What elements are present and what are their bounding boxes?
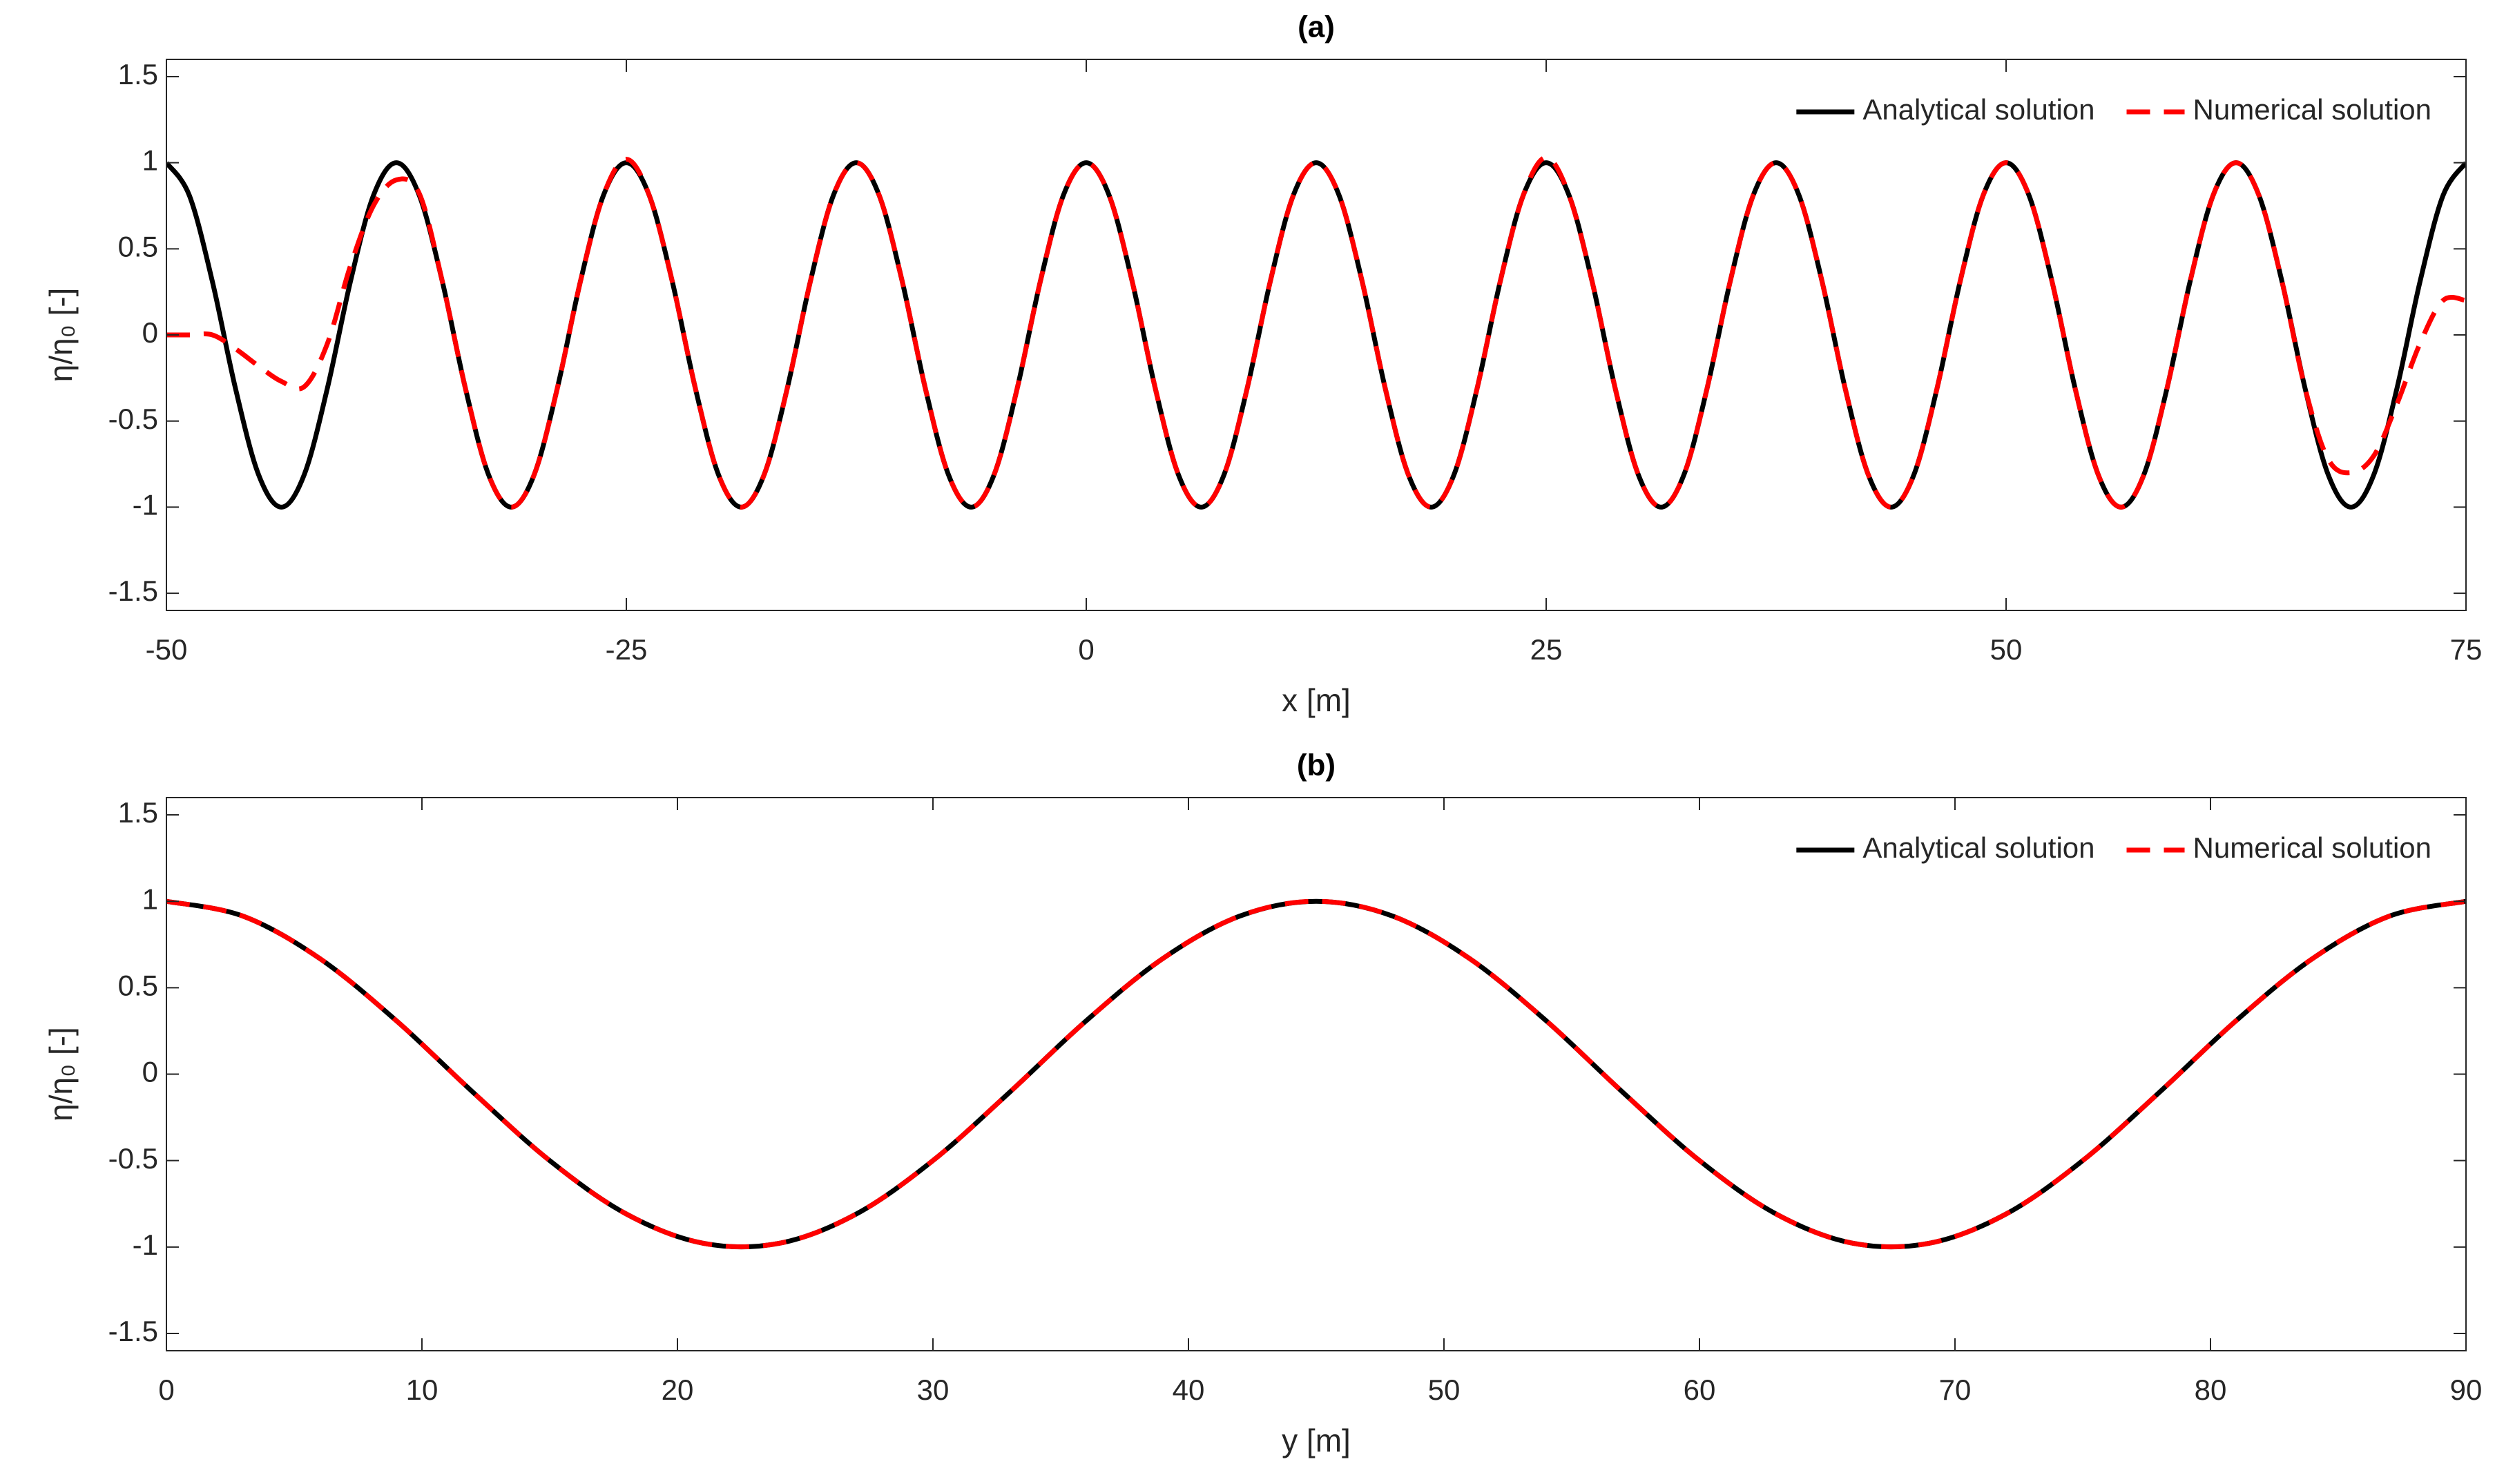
x-tick-label: 80 xyxy=(2195,1374,2227,1406)
x-tick-label: 25 xyxy=(1530,633,1563,666)
x-tick-label: 20 xyxy=(662,1374,694,1406)
y-tick-label: 0 xyxy=(142,1056,158,1088)
y-tick-label: -1.5 xyxy=(108,575,158,607)
plot-area xyxy=(166,798,2466,1351)
axes: 0 10 20 30 40 50 60 70 80 90 -1.5 -1 -0.5 0 0.5 1 1.5 (b)… xyxy=(43,749,2482,1459)
y-tick-label: -0.5 xyxy=(108,403,158,435)
y-tick-label: 0.5 xyxy=(118,969,158,1001)
y-tick-label: 1.5 xyxy=(118,796,158,829)
chart-title: (a) xyxy=(1298,10,1335,44)
x-tick-label: 50 xyxy=(1428,1374,1461,1406)
y-tick-label: -1 xyxy=(133,1228,158,1261)
y-tick-label: 1 xyxy=(142,883,158,915)
x-tick-label: -25 xyxy=(606,633,648,666)
x-tick-label: 0 xyxy=(158,1374,174,1406)
y-tick-label: 0 xyxy=(142,316,158,349)
legend-label: Analytical solution xyxy=(1862,831,2094,864)
axes: -50 -25 0 25 50 75 -1.5 -1 -0.5 0 0.5 1 1.5 (a) x [m] η… xyxy=(43,10,2482,719)
x-tick-label: 70 xyxy=(1939,1374,1972,1406)
y-tick-label: 0.5 xyxy=(118,230,158,262)
x-tick-label: 90 xyxy=(2450,1374,2483,1406)
x-axis-label: y [m] xyxy=(1282,1423,1351,1458)
legend-label: Numerical solution xyxy=(2193,93,2431,126)
y-tick-label: 1.5 xyxy=(118,58,158,90)
x-axis-label: x [m] xyxy=(1282,682,1351,718)
x-tick-label: 30 xyxy=(917,1374,950,1406)
x-tick-label: 60 xyxy=(1684,1374,1716,1406)
y-axis-label: η/η₀ [-] xyxy=(43,288,79,383)
y-tick-label: -1.5 xyxy=(108,1315,158,1347)
x-tick-label: 10 xyxy=(406,1374,439,1406)
x-tick-label: -50 xyxy=(146,633,188,666)
x-tick-label: 50 xyxy=(1990,633,2023,666)
legend-label: Analytical solution xyxy=(1862,93,2094,126)
data-line xyxy=(166,898,2466,1250)
plot-area xyxy=(166,59,2466,610)
y-tick-label: -0.5 xyxy=(108,1142,158,1175)
x-tick-label: 75 xyxy=(2450,633,2483,666)
legend-label: Numerical solution xyxy=(2193,831,2431,864)
y-tick-label: -1 xyxy=(133,488,158,521)
y-axis-label: η/η₀ [-] xyxy=(43,1027,79,1121)
data-line xyxy=(166,155,2466,510)
x-tick-label: 40 xyxy=(1173,1374,1205,1406)
chart-title: (b) xyxy=(1297,749,1336,782)
y-tick-label: 1 xyxy=(142,144,158,177)
x-tick-label: 0 xyxy=(1078,633,1094,666)
